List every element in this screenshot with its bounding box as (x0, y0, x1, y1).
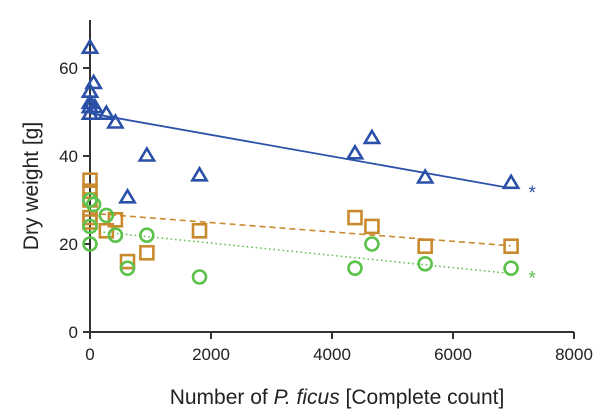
circle-point (347, 260, 363, 277)
square-point (347, 209, 363, 226)
triangle-trend-line (89, 112, 511, 190)
triangle-point (501, 173, 521, 190)
triangle-point (190, 165, 209, 182)
x-axis-label: Number of P. ficus [Complete count] (170, 386, 505, 409)
circle-point (364, 236, 380, 252)
circle-point (417, 255, 433, 272)
circle-point (85, 196, 102, 213)
square-point (119, 253, 136, 270)
triangle-point (118, 187, 137, 204)
square-point (503, 238, 519, 254)
square-point (98, 223, 115, 239)
circle-trend-line (89, 230, 511, 275)
triangle-point (345, 143, 365, 160)
y-tick-label: 20 (59, 235, 78, 254)
axes (83, 20, 575, 339)
square-point (139, 245, 155, 261)
triangle-point (415, 167, 435, 184)
axis-labels: 0 2000 4000 6000 8000 0 20 40 60 Number of P. fic… (20, 59, 593, 409)
circle-point (191, 269, 208, 285)
triangle-point (85, 97, 105, 114)
x-tick-label: 4000 (313, 345, 351, 364)
square-point (417, 238, 433, 254)
circle-point (98, 207, 115, 224)
square-point (364, 218, 380, 235)
data-points (80, 38, 521, 285)
circle-point (139, 227, 155, 243)
x-tick-label: 0 (85, 345, 94, 364)
y-tick-label: 40 (59, 147, 78, 166)
square-point (82, 214, 98, 230)
x-axis-label-part: Number of (170, 386, 274, 409)
y-tick-label: 60 (59, 59, 78, 78)
significance-star: * (528, 183, 536, 204)
significance-star: * (528, 268, 536, 289)
circle-point (82, 236, 98, 252)
x-axis-label-part: [Complete count] (340, 386, 505, 409)
triangle-point (137, 145, 157, 162)
x-tick-label: 6000 (434, 345, 472, 364)
circle-point (107, 227, 124, 243)
trend-lines (89, 112, 511, 275)
square-trend-line (89, 212, 511, 247)
x-axis-label-part: P. ficus (274, 386, 341, 409)
triangle-point (84, 73, 104, 90)
triangle-point (362, 128, 382, 145)
circle-point (119, 260, 136, 277)
circle-point (503, 260, 519, 277)
triangle-point (80, 38, 100, 55)
y-tick-label: 0 (69, 323, 78, 342)
square-point (191, 223, 208, 239)
circle-point (82, 218, 98, 235)
x-tick-label: 2000 (192, 345, 230, 364)
triangle-point (106, 112, 125, 129)
square-point (107, 212, 124, 228)
x-tick-label: 8000 (555, 345, 593, 364)
triangle-point (96, 104, 116, 120)
square-point (82, 172, 98, 188)
y-axis-label: Dry weight [g] (20, 122, 43, 250)
